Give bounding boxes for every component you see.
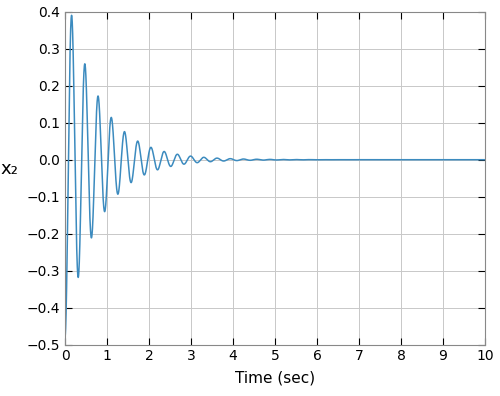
X-axis label: Time (sec): Time (sec) [235,370,315,385]
Y-axis label: x₂: x₂ [1,160,19,178]
